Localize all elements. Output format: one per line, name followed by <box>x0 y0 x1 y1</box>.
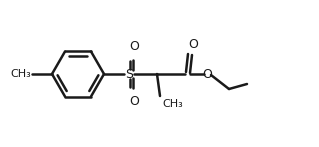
Text: O: O <box>202 67 212 81</box>
Text: CH₃: CH₃ <box>10 69 31 79</box>
Text: O: O <box>129 95 139 108</box>
Text: CH₃: CH₃ <box>162 99 183 109</box>
Text: S: S <box>125 67 133 81</box>
Text: O: O <box>129 40 139 53</box>
Text: O: O <box>188 38 198 51</box>
